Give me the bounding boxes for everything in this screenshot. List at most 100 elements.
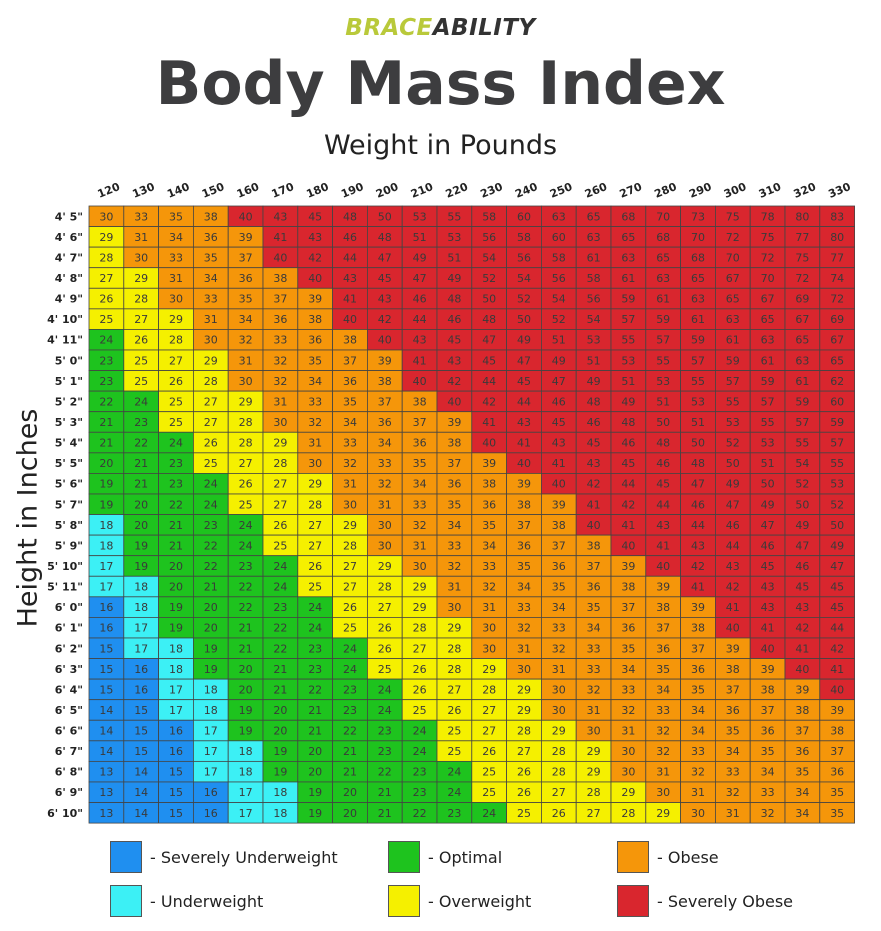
cell-value: 29 bbox=[587, 745, 601, 758]
cell-value: 38 bbox=[204, 210, 218, 223]
cell-value: 59 bbox=[656, 313, 670, 326]
cell-value: 18 bbox=[204, 704, 218, 717]
cell-value: 21 bbox=[343, 766, 357, 779]
cell-value: 33 bbox=[482, 560, 496, 573]
cell-value: 58 bbox=[552, 251, 566, 264]
cell-value: 48 bbox=[482, 313, 496, 326]
cell-value: 30 bbox=[482, 622, 496, 635]
cell-value: 36 bbox=[204, 231, 218, 244]
cell-value: 38 bbox=[691, 622, 705, 635]
cell-value: 25 bbox=[99, 313, 113, 326]
cell-value: 33 bbox=[273, 334, 287, 347]
cell-value: 32 bbox=[413, 519, 427, 532]
cell-value: 27 bbox=[273, 478, 287, 491]
cell-value: 40 bbox=[378, 334, 392, 347]
cell-value: 75 bbox=[761, 231, 775, 244]
cell-value: 48 bbox=[378, 231, 392, 244]
cell-value: 34 bbox=[169, 231, 183, 244]
cell-value: 32 bbox=[691, 766, 705, 779]
cell-value: 55 bbox=[761, 416, 775, 429]
cell-value: 51 bbox=[552, 334, 566, 347]
cell-value: 35 bbox=[343, 395, 357, 408]
cell-value: 37 bbox=[239, 251, 253, 264]
cell-value: 24 bbox=[239, 519, 253, 532]
y-tick-label: 6' 9" bbox=[55, 786, 83, 799]
cell-value: 26 bbox=[134, 334, 148, 347]
cell-value: 24 bbox=[273, 581, 287, 594]
cell-value: 30 bbox=[656, 786, 670, 799]
cell-value: 24 bbox=[204, 478, 218, 491]
cell-value: 30 bbox=[447, 601, 461, 614]
cell-value: 17 bbox=[239, 786, 253, 799]
cell-value: 26 bbox=[552, 807, 566, 820]
cell-value: 63 bbox=[621, 251, 635, 264]
cell-value: 22 bbox=[169, 498, 183, 511]
cell-value: 21 bbox=[169, 539, 183, 552]
cell-value: 34 bbox=[691, 704, 705, 717]
cell-value: 34 bbox=[656, 683, 670, 696]
cell-value: 59 bbox=[726, 354, 740, 367]
cell-value: 23 bbox=[308, 663, 322, 676]
cell-value: 20 bbox=[308, 745, 322, 758]
cell-value: 52 bbox=[517, 293, 531, 306]
cell-value: 50 bbox=[795, 498, 809, 511]
cell-value: 24 bbox=[169, 437, 183, 450]
cell-value: 38 bbox=[413, 395, 427, 408]
cell-value: 29 bbox=[482, 663, 496, 676]
cell-value: 80 bbox=[795, 210, 809, 223]
cell-value: 32 bbox=[726, 786, 740, 799]
cell-value: 33 bbox=[517, 601, 531, 614]
cell-value: 27 bbox=[343, 581, 357, 594]
cell-value: 31 bbox=[343, 478, 357, 491]
cell-value: 44 bbox=[517, 395, 531, 408]
cell-value: 56 bbox=[517, 251, 531, 264]
cell-value: 29 bbox=[273, 437, 287, 450]
cell-value: 33 bbox=[587, 642, 601, 655]
cell-value: 46 bbox=[413, 293, 427, 306]
cell-value: 45 bbox=[621, 457, 635, 470]
x-tick-label: 330 bbox=[826, 180, 852, 201]
cell-value: 43 bbox=[726, 560, 740, 573]
cell-value: 21 bbox=[343, 745, 357, 758]
cell-value: 40 bbox=[726, 622, 740, 635]
cell-value: 21 bbox=[308, 725, 322, 738]
page-title: Body Mass Index bbox=[155, 49, 726, 119]
cell-value: 45 bbox=[517, 375, 531, 388]
cell-value: 45 bbox=[761, 560, 775, 573]
cell-value: 23 bbox=[343, 683, 357, 696]
cell-value: 29 bbox=[343, 519, 357, 532]
cell-value: 55 bbox=[830, 457, 844, 470]
cell-value: 38 bbox=[795, 704, 809, 717]
cell-value: 44 bbox=[621, 478, 635, 491]
cell-value: 54 bbox=[587, 313, 601, 326]
cell-value: 27 bbox=[378, 601, 392, 614]
cell-value: 61 bbox=[795, 375, 809, 388]
cell-value: 65 bbox=[621, 231, 635, 244]
cell-value: 33 bbox=[134, 210, 148, 223]
cell-value: 39 bbox=[517, 478, 531, 491]
cell-value: 25 bbox=[447, 725, 461, 738]
cell-value: 32 bbox=[587, 683, 601, 696]
cell-value: 20 bbox=[273, 725, 287, 738]
cell-value: 14 bbox=[134, 807, 148, 820]
cell-value: 80 bbox=[830, 231, 844, 244]
y-tick-label: 6' 10" bbox=[47, 807, 83, 820]
cell-value: 24 bbox=[204, 498, 218, 511]
cell-value: 36 bbox=[795, 745, 809, 758]
cell-value: 39 bbox=[447, 416, 461, 429]
cell-value: 29 bbox=[413, 601, 427, 614]
cell-value: 25 bbox=[308, 581, 322, 594]
cell-value: 33 bbox=[656, 704, 670, 717]
cell-value: 67 bbox=[830, 334, 844, 347]
cell-value: 63 bbox=[587, 231, 601, 244]
x-axis-label: Weight in Pounds bbox=[323, 130, 558, 161]
cell-value: 29 bbox=[239, 395, 253, 408]
cell-value: 40 bbox=[447, 395, 461, 408]
cell-value: 68 bbox=[656, 231, 670, 244]
cell-value: 26 bbox=[482, 745, 496, 758]
cell-value: 61 bbox=[691, 313, 705, 326]
cell-value: 70 bbox=[691, 231, 705, 244]
cell-value: 61 bbox=[656, 293, 670, 306]
cell-value: 35 bbox=[830, 786, 844, 799]
cell-value: 35 bbox=[169, 210, 183, 223]
